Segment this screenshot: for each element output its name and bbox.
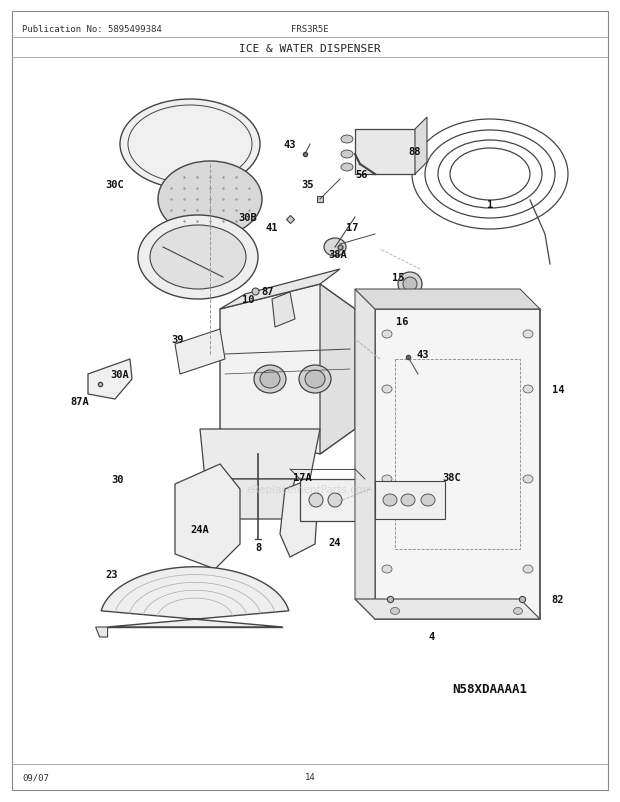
Text: 30A: 30A <box>110 370 130 379</box>
Text: 43: 43 <box>417 350 429 359</box>
Ellipse shape <box>382 330 392 338</box>
Ellipse shape <box>383 494 397 506</box>
Text: 10: 10 <box>242 294 254 305</box>
Polygon shape <box>355 290 540 310</box>
Text: 88: 88 <box>409 147 421 157</box>
Text: 30C: 30C <box>105 180 125 190</box>
Text: 23: 23 <box>106 569 118 579</box>
Text: 41: 41 <box>266 223 278 233</box>
Ellipse shape <box>382 476 392 484</box>
Text: 14: 14 <box>304 772 316 781</box>
Polygon shape <box>200 429 320 480</box>
Text: ICE & WATER DISPENSER: ICE & WATER DISPENSER <box>239 44 381 54</box>
FancyBboxPatch shape <box>300 480 365 521</box>
Text: 1: 1 <box>487 200 493 210</box>
Ellipse shape <box>254 366 286 394</box>
Polygon shape <box>220 480 295 520</box>
Polygon shape <box>220 285 355 455</box>
Text: N58XDAAAA1: N58XDAAAA1 <box>453 683 528 695</box>
Ellipse shape <box>523 386 533 394</box>
Ellipse shape <box>403 277 417 292</box>
Ellipse shape <box>309 493 323 508</box>
Ellipse shape <box>305 371 325 388</box>
Ellipse shape <box>328 493 342 508</box>
Polygon shape <box>175 330 225 375</box>
Text: 56: 56 <box>356 170 368 180</box>
Text: 35: 35 <box>302 180 314 190</box>
Polygon shape <box>415 118 427 175</box>
Text: eReplacementParts.com: eReplacementParts.com <box>247 484 373 494</box>
Ellipse shape <box>404 304 426 326</box>
Polygon shape <box>272 293 295 327</box>
Ellipse shape <box>150 225 246 290</box>
Bar <box>375 310 540 619</box>
Polygon shape <box>320 285 355 455</box>
Text: Publication No: 5895499384: Publication No: 5895499384 <box>22 26 162 34</box>
Ellipse shape <box>398 273 422 297</box>
Bar <box>355 130 415 175</box>
Ellipse shape <box>409 308 422 321</box>
Text: 38C: 38C <box>443 472 461 482</box>
Ellipse shape <box>299 366 331 394</box>
Text: 15: 15 <box>392 273 404 282</box>
Text: 17: 17 <box>346 223 358 233</box>
Text: 43: 43 <box>284 140 296 150</box>
Text: 87: 87 <box>262 286 274 297</box>
Text: 16: 16 <box>396 317 408 326</box>
Ellipse shape <box>382 565 392 573</box>
Ellipse shape <box>341 136 353 144</box>
Text: 82: 82 <box>552 594 564 604</box>
Text: 8: 8 <box>255 542 261 553</box>
Polygon shape <box>175 464 240 569</box>
Text: 24: 24 <box>329 537 341 547</box>
Text: 17A: 17A <box>293 472 311 482</box>
Ellipse shape <box>324 239 346 257</box>
Ellipse shape <box>120 100 260 190</box>
Text: 14: 14 <box>552 384 564 395</box>
Text: 87A: 87A <box>71 396 89 407</box>
Polygon shape <box>88 359 132 399</box>
Text: 09/07: 09/07 <box>22 772 49 781</box>
Ellipse shape <box>523 476 533 484</box>
Ellipse shape <box>260 371 280 388</box>
Polygon shape <box>280 480 318 557</box>
Ellipse shape <box>523 330 533 338</box>
Ellipse shape <box>382 386 392 394</box>
Polygon shape <box>220 269 340 310</box>
Ellipse shape <box>523 565 533 573</box>
Ellipse shape <box>401 494 415 506</box>
Ellipse shape <box>341 164 353 172</box>
Bar <box>375 481 445 520</box>
Text: 24A: 24A <box>190 525 210 534</box>
Polygon shape <box>355 599 540 619</box>
Ellipse shape <box>138 216 258 300</box>
Ellipse shape <box>421 494 435 506</box>
Ellipse shape <box>158 162 262 237</box>
Bar <box>395 359 520 549</box>
Ellipse shape <box>513 608 523 615</box>
Text: 39: 39 <box>172 334 184 345</box>
Polygon shape <box>101 567 289 627</box>
Ellipse shape <box>341 151 353 159</box>
Ellipse shape <box>391 608 399 615</box>
Text: FRS3R5E: FRS3R5E <box>291 26 329 34</box>
Text: 30B: 30B <box>239 213 257 223</box>
Polygon shape <box>355 290 375 619</box>
Text: 38A: 38A <box>329 249 347 260</box>
Polygon shape <box>95 627 108 638</box>
Text: 30: 30 <box>112 475 124 484</box>
Text: 4: 4 <box>429 631 435 642</box>
